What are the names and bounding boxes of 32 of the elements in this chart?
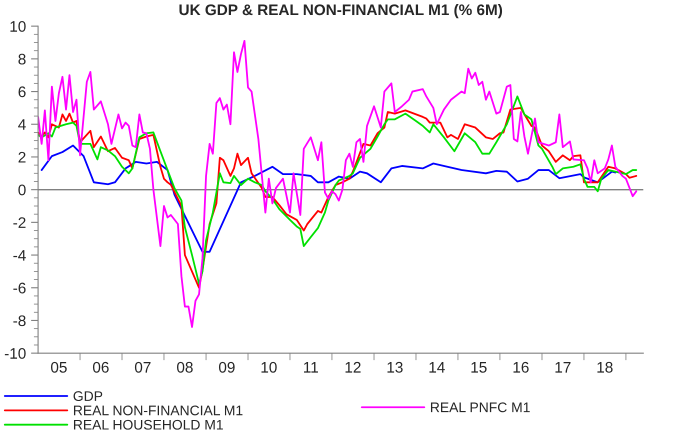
x-tick-label: 12 (346, 362, 361, 373)
y-tick-label: -2 (13, 217, 26, 228)
y-tick-label: 8 (18, 54, 26, 65)
y-tick-label: 6 (18, 86, 26, 98)
x-tick-label: 05 (50, 362, 67, 373)
x-tick-label: 09 (218, 362, 235, 373)
x-tick-label: 17 (555, 362, 571, 373)
legend-label: REAL HOUSEHOLD M1 (74, 420, 223, 430)
x-tick-label: 08 (176, 362, 193, 373)
legend-label: REAL NON-FINANCIAL M1 (74, 406, 242, 416)
x-tick-label: 14 (429, 362, 445, 373)
y-tick-label: 2 (18, 152, 26, 162)
x-tick-label: 13 (388, 362, 403, 373)
y-tick-label: 10 (10, 21, 26, 32)
legend-label: REAL PNFC M1 (430, 402, 530, 412)
x-tick-label: 06 (92, 362, 109, 373)
x-tick-label: 11 (304, 362, 318, 373)
line-series (40, 144, 616, 253)
y-tick-label: -4 (13, 250, 26, 261)
x-tick-label: 15 (471, 362, 487, 373)
line-series (38, 40, 638, 328)
y-tick-label: -6 (13, 282, 26, 294)
y-tick-label: -8 (13, 315, 26, 326)
x-tick-label: 10 (261, 362, 277, 373)
x-tick-label: 07 (134, 362, 151, 373)
x-tick-label: 16 (514, 362, 529, 373)
y-tick-label: 4 (18, 119, 26, 130)
y-tick-label: -10 (4, 348, 26, 359)
x-tick-label: 18 (597, 362, 613, 373)
legend-label: GDP (74, 391, 102, 402)
chart-title: UK GDP & REAL NON-FINANCIAL M1 (% 6M) (179, 4, 502, 18)
y-tick-label: 0 (18, 184, 26, 196)
